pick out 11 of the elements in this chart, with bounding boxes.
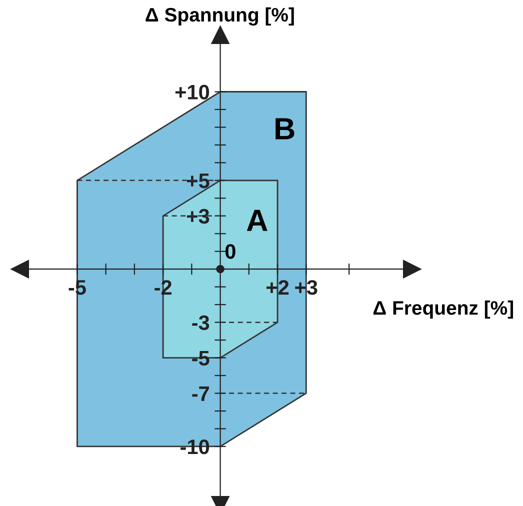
y-axis-title: Δ Spannung [%]	[146, 7, 294, 26]
annotation: B	[276, 118, 294, 140]
x-tick-label: +3	[295, 280, 318, 295]
y-tick-label: +3	[187, 208, 210, 224]
x-axis-title: Δ Frequenz [%]	[373, 300, 513, 319]
annotation: A	[246, 210, 268, 231]
y-tick-label: -7	[192, 386, 209, 401]
y-tick-label: -3	[192, 315, 210, 330]
x-tick-label: -5	[68, 280, 86, 295]
annotation: 0	[225, 244, 236, 259]
y-tick-label: +10	[175, 84, 210, 100]
